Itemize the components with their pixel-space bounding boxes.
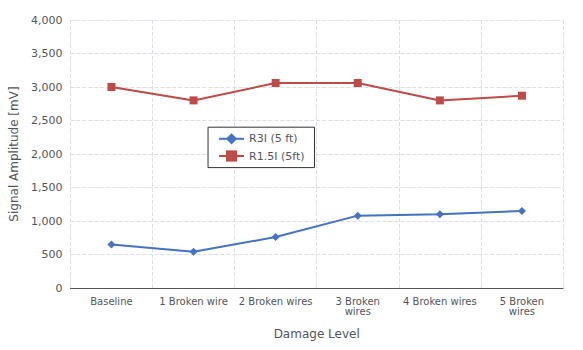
svg-text:wires: wires [345,306,371,317]
svg-text:2,000: 2,000 [31,148,63,161]
svg-text:Baseline: Baseline [90,296,132,307]
svg-text:R3I (5 ft): R3I (5 ft) [249,132,297,145]
svg-text:500: 500 [41,248,62,261]
svg-text:2 Broken wires: 2 Broken wires [239,296,313,307]
svg-text:2,500: 2,500 [31,114,63,127]
svg-text:3,500: 3,500 [31,47,63,60]
svg-text:R1.5I (5ft): R1.5I (5ft) [249,150,304,163]
svg-text:5 Broken: 5 Broken [499,295,545,307]
svg-text:Signal Amplitude [mV]: Signal Amplitude [mV] [7,86,21,221]
svg-text:3,000: 3,000 [31,81,63,94]
svg-text:wires: wires [509,306,535,317]
svg-text:0: 0 [55,282,62,295]
svg-text:3 Broken: 3 Broken [335,295,380,307]
svg-text:4,000: 4,000 [31,14,63,27]
svg-text:1 Broken wire: 1 Broken wire [159,296,228,307]
svg-text:1,000: 1,000 [31,215,63,228]
svg-text:Damage Level: Damage Level [274,327,360,341]
svg-text:1,500: 1,500 [31,181,63,194]
svg-text:4 Broken wires: 4 Broken wires [403,296,477,307]
